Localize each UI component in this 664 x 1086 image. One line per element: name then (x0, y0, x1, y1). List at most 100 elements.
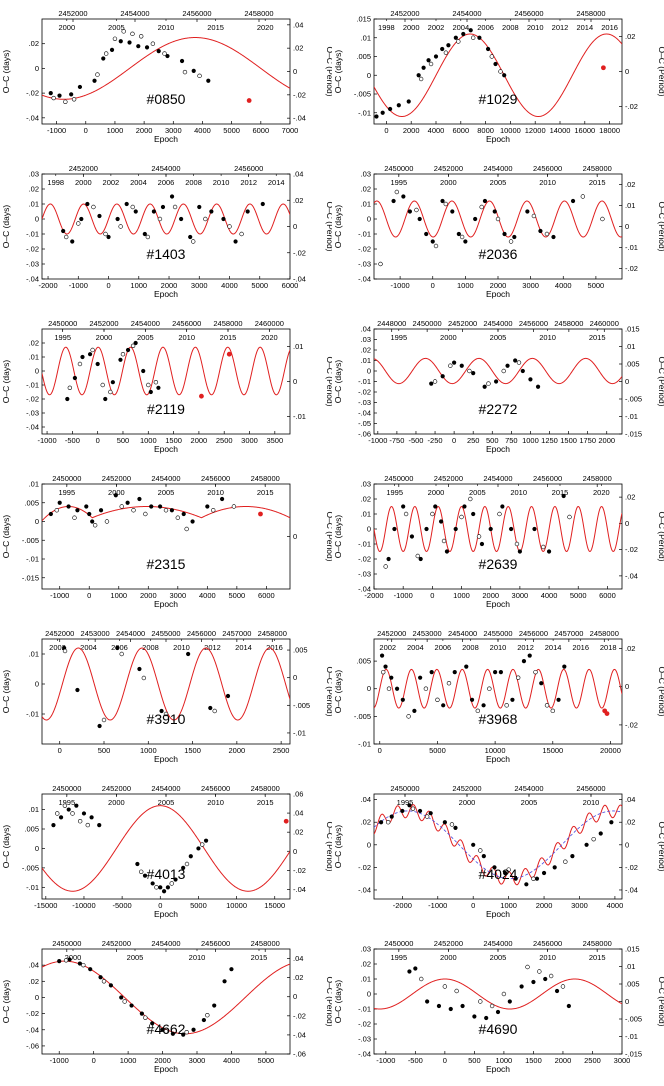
jd-tick-label: 2452000 (45, 629, 74, 638)
trend-curve (374, 810, 622, 880)
jd-tick-label: 2454000 (131, 319, 160, 328)
primary-minimum-point (566, 1003, 571, 1009)
primary-minimum-point (429, 381, 434, 386)
secondary-minimum-point (501, 991, 507, 997)
secondary-minimum-point (497, 511, 502, 517)
x-tick-label: -2000 (364, 591, 383, 600)
y2-tick-label: -.01 (625, 243, 638, 252)
y-tick-label: -.015 (22, 573, 39, 582)
jd-tick-label: 2455000 (151, 629, 180, 638)
jd-tick-label: 2448000 (377, 319, 406, 328)
secondary-minimum-point (506, 867, 511, 872)
y2-axis-label: O–C (Period) (325, 821, 332, 871)
jd-tick-label: 2452000 (377, 629, 406, 638)
x-axis-label: Epoch (486, 134, 510, 144)
primary-minimum-point (407, 209, 412, 214)
plot-frame (373, 638, 623, 745)
primary-minimum-point (191, 68, 196, 73)
oc-chart: -1000 -500 0 500 1000 1500 2000 2500 3000 3500 245… (1, 319, 332, 454)
x-tick-label: 1000 (130, 281, 147, 290)
primary-minimum-point (156, 385, 161, 390)
primary-minimum-point (119, 995, 124, 1000)
primary-minimum-point (453, 526, 458, 532)
x-tick-label: 1500 (560, 436, 577, 445)
oc-panel: -15000 -10000 -5000 0 5000 10000 15000 2450000 2… (0, 775, 332, 930)
secondary-minimum-point (92, 523, 98, 528)
year-tick-label: 2005 (490, 333, 507, 342)
y2-tick-label: -.02 (293, 248, 306, 257)
jd-tick-label: 2454000 (514, 784, 543, 793)
primary-minimum-point (534, 876, 540, 881)
primary-minimum-point (148, 389, 153, 395)
y2-tick-label: -.02 (625, 545, 638, 554)
oc-chart: 0 500 1000 1500 2000 2500 2452000 2453000 245400… (1, 629, 332, 764)
year-tick-label: 2000 (440, 333, 457, 342)
jd-tick-label: 2456000 (519, 629, 548, 638)
jd-tick-label: 2458000 (213, 319, 242, 328)
primary-minimum-point (156, 49, 161, 54)
primary-minimum-point (129, 1003, 134, 1008)
primary-minimum-point (106, 234, 111, 240)
jd-tick-label: 2456000 (201, 474, 230, 483)
y-tick-label: .01 (29, 200, 39, 209)
primary-minimum-point (80, 354, 85, 360)
jd-tick-label: 2450000 (384, 939, 413, 948)
jd-tick-label: 2456000 (519, 319, 548, 328)
y-axis-label: O–C (days) (333, 980, 343, 1024)
y-tick-label: -.01 (26, 883, 39, 892)
y-tick-label: -.04 (26, 113, 39, 122)
primary-minimum-point (97, 823, 102, 828)
fit-curve (374, 978, 622, 1010)
x-tick-label: 5000 (251, 281, 268, 290)
y2-axis-label: O–C (Period) (657, 201, 664, 251)
secondary-minimum-point (212, 708, 217, 714)
y-tick-label: .01 (361, 356, 371, 365)
plot-frame (41, 328, 291, 435)
y2-axis-label: O–C (Period) (657, 511, 664, 561)
year-tick-label: 1995 (58, 488, 75, 497)
primary-minimum-point (127, 40, 132, 45)
x-tick-label: -1000 (368, 436, 387, 445)
oc-panel: -1000 -500 0 500 1000 1500 2000 2500 3000 2450000… (332, 930, 664, 1085)
y2-tick-label: -.005 (625, 395, 642, 404)
secondary-minimum-point (446, 681, 452, 686)
primary-minimum-point (413, 966, 418, 971)
y-tick-label: .02 (29, 339, 39, 348)
primary-minimum-point (74, 803, 79, 808)
primary-minimum-point (429, 670, 434, 675)
y-tick-label: .005 (356, 657, 371, 666)
year-tick-label: 2010 (539, 953, 556, 962)
year-tick-label: 2005 (127, 953, 144, 962)
new-minimum-point (246, 98, 252, 103)
primary-minimum-point (124, 201, 129, 207)
y-tick-label: -.01 (26, 230, 39, 239)
primary-minimum-point (401, 194, 406, 199)
secondary-minimum-point (430, 511, 435, 517)
y-tick-label: -.03 (26, 409, 39, 418)
primary-minimum-point (57, 93, 62, 98)
fit-curve (374, 357, 622, 385)
secondary-minimum-point (103, 51, 109, 56)
y2-tick-label: -.01 (293, 412, 306, 421)
fit-curve (374, 505, 622, 553)
primary-minimum-point (118, 39, 123, 44)
oc-chart: -1000 -750 -500 -250 0 250 500 750 1000 1250 1500 1… (333, 319, 664, 454)
jd-tick-label: 2454000 (448, 629, 477, 638)
y2-tick-label: .02 (625, 818, 635, 827)
y2-tick-label: -.04 (625, 571, 638, 580)
primary-minimum-point (109, 47, 115, 52)
star-label: #3968 (479, 711, 518, 727)
x-tick-label: 4000 (428, 126, 445, 135)
primary-minimum-point (396, 103, 401, 108)
secondary-minimum-point (184, 526, 189, 532)
primary-minimum-point (85, 201, 90, 207)
oc-panel: -1000 0 1000 2000 3000 4000 5000 2450000 2452000… (332, 155, 664, 310)
primary-minimum-point (471, 371, 476, 376)
plot-frame (373, 173, 623, 280)
secondary-minimum-point (449, 822, 455, 827)
x-tick-label: 6000 (452, 126, 469, 135)
x-tick-label: 0 (96, 436, 100, 445)
x-tick-label: -1000 (69, 281, 88, 290)
year-tick-label: 2002 (103, 178, 120, 187)
y-tick-label: 0 (35, 367, 39, 376)
